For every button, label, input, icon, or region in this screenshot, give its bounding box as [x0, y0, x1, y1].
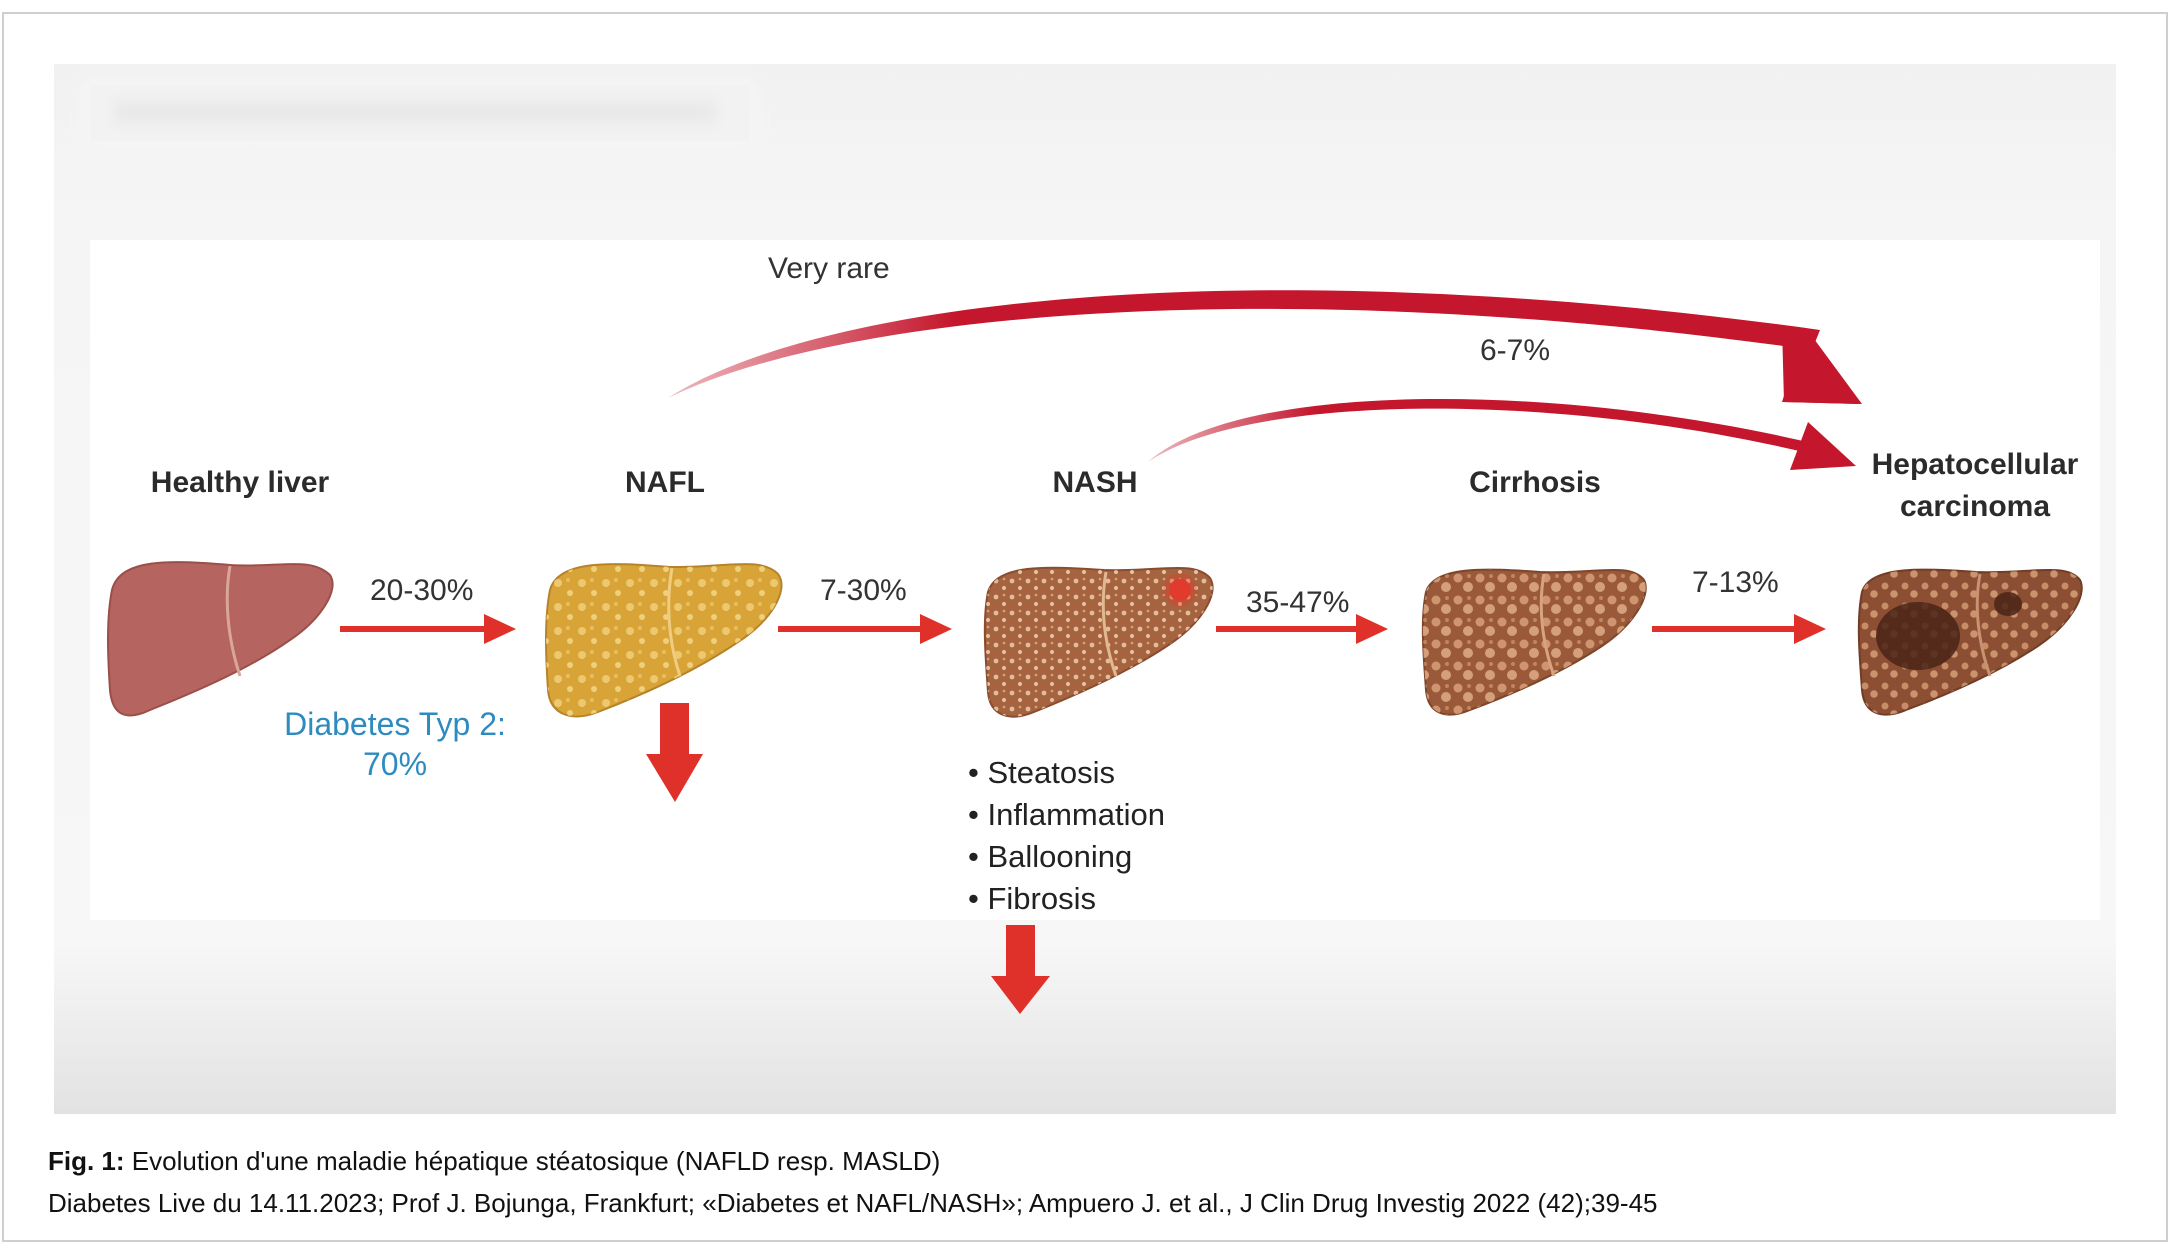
figure-frame: [2, 12, 2168, 1242]
blurred-title-bar: [90, 85, 750, 141]
six-seven-arrowhead: [1790, 422, 1856, 470]
caption-source: Diabetes Live du 14.11.2023; Prof J. Boj…: [48, 1188, 1658, 1218]
nash-down-arrow: [991, 925, 1050, 1014]
arrow-cirrhosis-to-hcc: [1652, 614, 1826, 644]
stage-label-cirrhosis: Cirrhosis: [1469, 466, 1601, 499]
six-seven-curve-arrow: [1148, 398, 1820, 462]
pct-nash-to-cirrhosis: 35-47%: [1246, 586, 1350, 619]
stage-label-healthy: Healthy liver: [150, 466, 330, 499]
nafl-down-arrow: [646, 703, 703, 802]
stage-label-hcc-line2: carcinoma: [1899, 490, 2051, 523]
very-rare-curve-arrow: [668, 290, 1820, 398]
cirrhosis-liver-icon: [1421, 568, 1647, 716]
nash-liver-icon: [983, 566, 1214, 718]
pct-nafl-to-nash: 7-30%: [820, 574, 907, 607]
nafl-liver-icon: [545, 563, 783, 718]
stage-label-nash: NASH: [1052, 466, 1138, 499]
pct-healthy-to-nafl: 20-30%: [370, 574, 474, 607]
arrow-nash-to-cirrhosis: [1216, 614, 1388, 644]
figure-caption: Fig. 1: Evolution d'une maladie hépatiqu…: [48, 1140, 1658, 1224]
nash-features-list: Steatosis Inflammation Ballooning Fibros…: [968, 752, 1165, 920]
healthy-liver-icon: [107, 561, 334, 717]
caption-title-line: Fig. 1: Evolution d'une maladie hépatiqu…: [48, 1140, 1658, 1182]
list-item: Steatosis: [968, 752, 1165, 794]
figure-title: Evolution d'une maladie hépatique stéato…: [124, 1146, 941, 1176]
list-item: Fibrosis: [968, 878, 1165, 920]
pct-nash-to-hcc: 6-7%: [1480, 334, 1551, 367]
arrow-nafl-to-nash: [778, 614, 952, 644]
diabetes-note-line1: Diabetes Typ 2:: [284, 706, 506, 742]
diabetes-note-line2: 70%: [362, 746, 428, 782]
list-item: Ballooning: [968, 836, 1165, 878]
very-rare-arrowhead-tip: [1782, 328, 1862, 404]
list-item: Inflammation: [968, 794, 1164, 836]
hcc-liver-icon: [1857, 568, 2083, 716]
label-very-rare: Very rare: [768, 252, 890, 285]
arrow-healthy-to-nafl: [340, 614, 516, 644]
stage-label-nafl: NAFL: [625, 466, 705, 499]
figure-label: Fig. 1:: [48, 1146, 125, 1176]
stage-label-hcc-line1: Hepatocellular: [1871, 448, 2079, 481]
pct-cirrhosis-to-hcc: 7-13%: [1692, 566, 1779, 599]
